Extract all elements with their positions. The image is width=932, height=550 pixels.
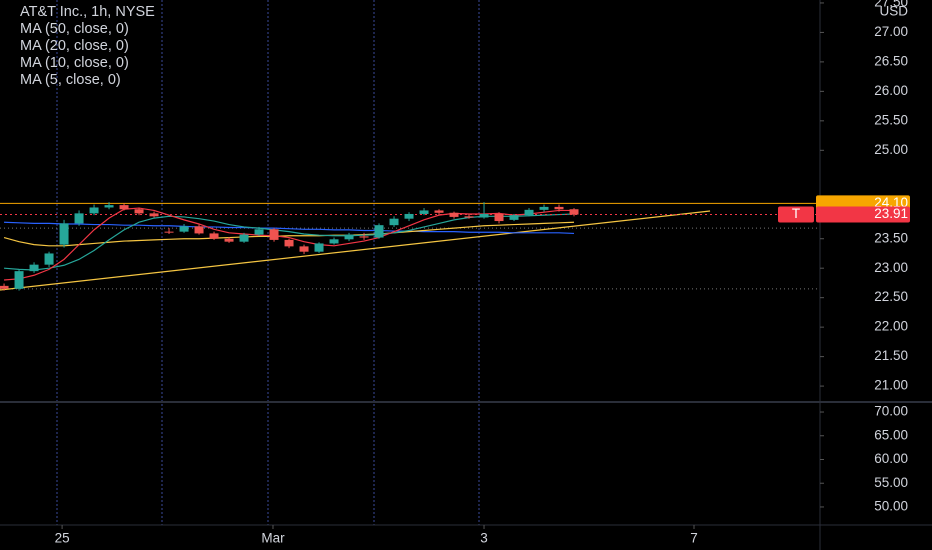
y-tick-label: 60.00 <box>874 451 908 466</box>
candle-body <box>14 271 24 289</box>
candle-body <box>44 253 54 265</box>
y-tick-label: 27.00 <box>874 24 908 39</box>
y-tick-label: 70.00 <box>874 404 908 419</box>
symbol-label: T <box>792 206 800 221</box>
candle-body <box>359 236 369 238</box>
candle-body <box>434 210 444 213</box>
symbol-box <box>778 206 814 223</box>
y-tick-label: 27.50 <box>874 0 908 10</box>
candle-body <box>449 212 459 217</box>
candle-body <box>164 231 174 233</box>
candle-body <box>209 233 219 239</box>
y-tick-label: 55.00 <box>874 475 908 490</box>
candle-body <box>0 285 9 289</box>
candle-body <box>539 206 549 210</box>
candle-body <box>59 223 69 245</box>
chart-title: AT&T Inc., 1h, NYSE <box>20 4 155 20</box>
session-separators <box>56 0 480 525</box>
candle-body <box>179 226 189 232</box>
candle-body <box>509 215 519 220</box>
y-tick-label: 22.00 <box>874 319 908 334</box>
legend-entry: MA (20, close, 0) <box>20 38 129 54</box>
candle-body <box>389 218 399 226</box>
candle-body <box>494 213 504 222</box>
y-tick-label: 65.00 <box>874 427 908 442</box>
x-tick-label: 7 <box>690 531 698 546</box>
candle-body <box>404 213 414 219</box>
y-tick-label: 25.00 <box>874 142 908 157</box>
candle-body <box>224 238 234 242</box>
legend-entry: MA (10, close, 0) <box>20 55 129 71</box>
candle-body <box>314 243 324 252</box>
candle-body <box>254 229 264 235</box>
candle-body <box>194 226 204 234</box>
candle-body <box>329 239 339 244</box>
price-label: 24.10 <box>874 195 908 210</box>
candle-body <box>269 229 279 240</box>
candle-body <box>284 239 294 247</box>
x-tick-label: 3 <box>480 531 488 546</box>
currency-label: USD <box>879 4 908 19</box>
candle-body <box>524 209 534 216</box>
candle-body <box>119 205 129 210</box>
y-tick-label: 25.50 <box>874 112 908 127</box>
y-tick-label: 21.00 <box>874 378 908 393</box>
candle-body <box>134 209 144 214</box>
y-tick-label: 22.50 <box>874 289 908 304</box>
y-tick-label: 26.00 <box>874 83 908 98</box>
legend-entry: MA (50, close, 0) <box>20 21 129 37</box>
ma-line <box>3 221 575 247</box>
y-tick-label: 23.50 <box>874 230 908 245</box>
x-tick-label: Mar <box>261 531 285 546</box>
legend-entry: MA (5, close, 0) <box>20 72 121 88</box>
candle-body <box>554 206 564 210</box>
ma-line <box>4 207 575 281</box>
x-tick-label: 25 <box>55 531 70 546</box>
y-tick-label: 23.00 <box>874 260 908 275</box>
y-tick-label: 50.00 <box>874 499 908 514</box>
candle-body <box>104 205 114 208</box>
candle-body <box>419 210 429 214</box>
candle-body <box>344 234 354 240</box>
candle-body <box>299 246 309 252</box>
price-label: 23.91 <box>874 206 908 221</box>
candle-body <box>149 213 159 217</box>
trendline <box>0 210 711 291</box>
ma-line <box>4 221 575 235</box>
price-label-box <box>816 206 910 223</box>
ma-line <box>4 213 575 271</box>
y-tick-label: 21.50 <box>874 348 908 363</box>
candle-body <box>479 213 489 218</box>
candle-body <box>569 209 579 215</box>
candle-body <box>374 225 384 238</box>
candle-body <box>464 216 474 218</box>
candle-body <box>89 207 99 214</box>
y-tick-label: 26.50 <box>874 53 908 68</box>
candle-body <box>239 234 249 242</box>
candle-body <box>29 264 39 272</box>
candle-body <box>74 213 84 224</box>
